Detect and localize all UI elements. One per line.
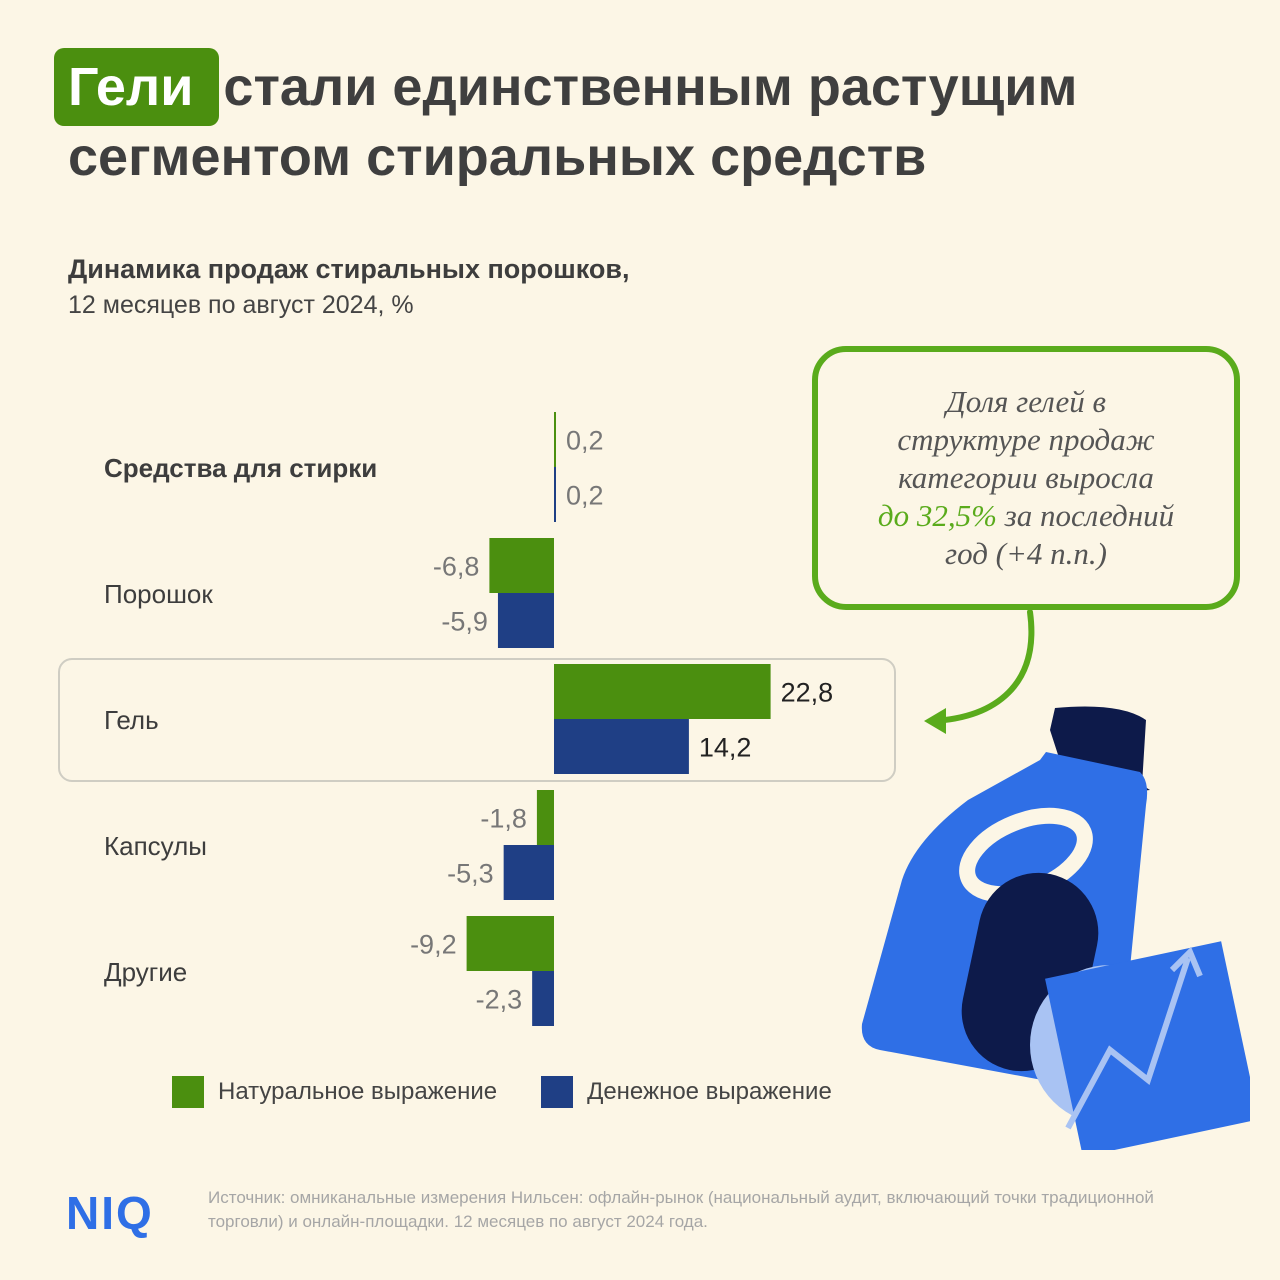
bar-natural bbox=[554, 412, 556, 467]
bar-monetary bbox=[554, 467, 556, 522]
callout-line-5: год (+4 п.п.) bbox=[945, 536, 1107, 571]
legend-swatch-monetary bbox=[541, 1076, 574, 1108]
detergent-bottle-illustration bbox=[861, 706, 1250, 1150]
headline-line-1: Гели стали единственным растущим bbox=[54, 48, 1218, 126]
callout-line-1: Доля гелей в bbox=[946, 384, 1106, 419]
category-label: Средства для стирки bbox=[104, 453, 377, 483]
data-label: -9,2 bbox=[410, 930, 457, 960]
headline: Гели стали единственным растущим сегменто… bbox=[54, 48, 1218, 192]
headline-badge: Гели bbox=[54, 48, 220, 126]
headline-line-2: сегментом стиральных средств bbox=[68, 127, 927, 187]
data-label: 22,8 bbox=[781, 678, 834, 708]
bar-monetary bbox=[554, 719, 689, 774]
legend-swatch-natural bbox=[172, 1076, 204, 1108]
legend-label-monetary: Денежное выражение bbox=[587, 1078, 832, 1105]
category-label: Другие bbox=[104, 957, 187, 987]
chart-title: Динамика продаж стиральных порошков, bbox=[68, 254, 630, 284]
callout-highlight: до 32,5% bbox=[877, 498, 997, 533]
chart-subtitle: 12 месяцев по август 2024, % bbox=[68, 291, 414, 319]
legend-label-natural: Натуральное выражение bbox=[218, 1078, 498, 1105]
bar-chart: Средства для стирки 0,2 0,2 Порошок -6,8 -5,9… bbox=[104, 412, 834, 1026]
legend-item-natural: Натуральное выражение bbox=[172, 1076, 497, 1108]
callout-line-4: за последний bbox=[1004, 498, 1175, 533]
niq-logo: NIQ bbox=[66, 1187, 154, 1239]
callout-line-3: категории выросла bbox=[898, 460, 1154, 495]
data-label: -5,9 bbox=[441, 607, 488, 637]
bar-natural bbox=[466, 916, 554, 971]
callout-text: Доля гелей в структуре продаж категории … bbox=[878, 383, 1174, 573]
bar-natural bbox=[489, 538, 554, 593]
bar-monetary bbox=[503, 845, 554, 900]
data-label: -2,3 bbox=[476, 985, 523, 1015]
headline-line-1-text: стали единственным растущим bbox=[223, 57, 1078, 117]
category-label: Капсулы bbox=[104, 831, 207, 861]
bar-natural bbox=[554, 664, 771, 719]
growth-chart-icon bbox=[1030, 941, 1250, 1150]
callout-box: Доля гелей в структуре продаж категории … bbox=[812, 346, 1240, 610]
bar-natural bbox=[536, 790, 554, 845]
data-label: -5,3 bbox=[447, 859, 494, 889]
bar-monetary bbox=[497, 593, 554, 648]
bar-monetary bbox=[532, 971, 554, 1026]
legend-item-monetary: Денежное выражение bbox=[541, 1076, 832, 1108]
category-label: Порошок bbox=[104, 579, 213, 609]
data-label: 14,2 bbox=[699, 733, 752, 763]
data-label: -1,8 bbox=[480, 804, 527, 834]
data-label: 0,2 bbox=[566, 481, 604, 511]
source-note: Источник: омниканальные измерения Нильсе… bbox=[208, 1188, 1154, 1231]
chart-legend: Натуральное выражение Денежное выражение bbox=[172, 1076, 876, 1108]
chart-title-block: Динамика продаж стиральных порошков, 12 … bbox=[68, 254, 630, 320]
callout-line-2: структуре продаж bbox=[897, 422, 1155, 457]
data-label: 0,2 bbox=[566, 426, 604, 456]
callout-arrow-icon bbox=[924, 609, 1035, 734]
gel-highlight-box bbox=[58, 658, 896, 782]
data-label: -6,8 bbox=[433, 552, 480, 582]
category-label: Гель bbox=[104, 705, 159, 735]
